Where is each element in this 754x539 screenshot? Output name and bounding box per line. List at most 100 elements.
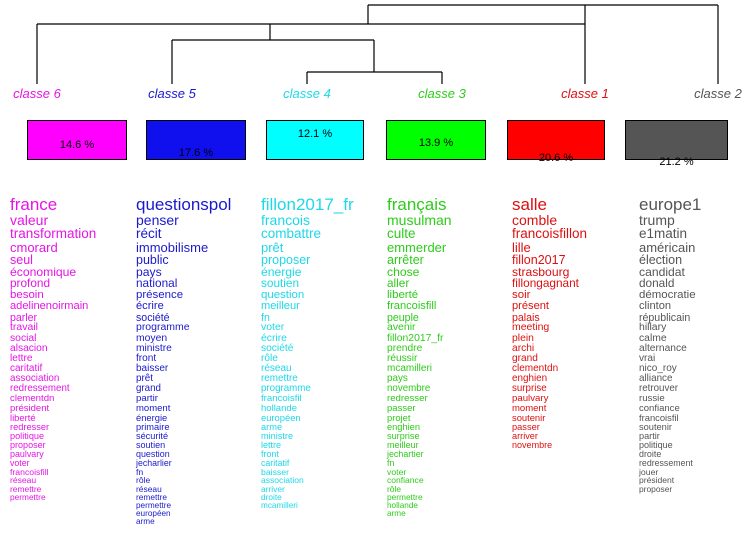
class-percent-text: 17.6 %	[178, 147, 214, 159]
class-word-list-5: salle comble francoisfillon lille fillon2017…	[512, 196, 587, 450]
class-percent-text: 21.2 %	[659, 156, 694, 168]
class-word: meeting	[512, 322, 550, 334]
class-word: redressement	[639, 457, 693, 468]
class-word: novembre	[387, 383, 431, 395]
class-word: besoin	[10, 288, 44, 301]
class-percent-box-5: 20.6 %	[507, 120, 605, 164]
class-word: société	[136, 311, 170, 324]
class-word: baisser	[136, 363, 169, 375]
class-word: jouer	[639, 466, 659, 477]
class-percent-box-4: 13.9 %	[386, 120, 486, 160]
class-word: permettre	[10, 492, 46, 503]
class-word: trump	[639, 212, 675, 228]
class-word: calme	[639, 332, 667, 344]
class-word: hillary	[639, 322, 667, 334]
class-word: combattre	[261, 226, 322, 241]
class-word: arriver	[512, 430, 538, 441]
class-word: chose	[387, 265, 420, 279]
class-word: programme	[261, 383, 311, 395]
class-word: lille	[512, 239, 531, 255]
class-word: prêt	[261, 239, 284, 255]
class-word: meilleur	[387, 439, 419, 450]
class-word: démocratie	[639, 288, 696, 301]
class-word: programme	[136, 322, 190, 334]
class-word: front	[261, 448, 279, 459]
class-word: réseau	[10, 475, 37, 486]
class-word: rôle	[136, 475, 151, 486]
class-word: récit	[136, 226, 162, 241]
class-word: redresser	[387, 392, 428, 404]
class-label-3: classe 4	[283, 86, 331, 101]
class-word: association	[10, 373, 60, 385]
class-word: meilleur	[261, 300, 300, 313]
class-word: national	[136, 276, 178, 291]
class-word: alternance	[639, 342, 687, 354]
class-word: francoisfill	[10, 466, 49, 477]
class-word: prendre	[387, 342, 423, 354]
class-word: salle	[512, 195, 547, 214]
class-word: france	[10, 195, 58, 214]
class-word: voter	[261, 322, 285, 334]
class-word-list-4: français musulman culte emmerder arrêter chos…	[387, 196, 452, 518]
class-word: nico_roy	[639, 363, 677, 375]
class-word: ministre	[136, 342, 172, 354]
class-word: politique	[10, 430, 45, 441]
class-word: fn	[261, 311, 270, 324]
class-word: partir	[639, 430, 660, 441]
class-label-2: classe 5	[148, 86, 196, 101]
class-word: arme	[136, 517, 155, 527]
class-word: arrêter	[387, 252, 424, 267]
class-word: avenir	[387, 322, 416, 334]
class-word: comble	[512, 212, 558, 228]
class-word: soutenir	[512, 412, 546, 424]
class-word: novembre	[512, 439, 553, 450]
class-word: grand	[136, 383, 161, 395]
class-word: pays	[136, 265, 162, 279]
class-word: ministre	[261, 430, 294, 441]
class-word: plein	[512, 332, 534, 344]
class-word: retrouver	[639, 383, 679, 395]
class-word: passer	[387, 402, 416, 414]
class-word: donald	[639, 276, 675, 291]
class-word: immobilisme	[136, 239, 209, 255]
class-word: pays	[387, 373, 408, 385]
class-word: arme	[261, 421, 283, 432]
class-word: fillon2017_fr	[261, 195, 354, 214]
class-percent-box-2: 17.6 %	[146, 120, 246, 160]
class-word: question	[136, 448, 170, 459]
class-word: confiance	[639, 402, 680, 414]
class-word: rôle	[261, 353, 278, 365]
class-percent-text: 14.6 %	[59, 139, 95, 151]
class-word: soutien	[261, 276, 300, 291]
class-word: fillon2017	[512, 252, 566, 267]
class-word: francoisfill	[387, 300, 437, 313]
class-word: questionspol	[136, 195, 232, 214]
class-word: front	[136, 353, 157, 365]
class-word: réseau	[136, 483, 162, 494]
class-word: remettre	[261, 373, 298, 385]
class-word: peuple	[387, 311, 419, 324]
class-word: énergie	[136, 412, 168, 424]
class-word: arriver	[261, 483, 285, 494]
class-percent-box-6: 21.2 %	[625, 120, 728, 168]
class-word: candidat	[639, 265, 685, 279]
class-word: prêt	[136, 373, 154, 385]
class-word: musulman	[387, 212, 452, 228]
class-word: président	[10, 402, 50, 414]
class-word: paulvary	[10, 448, 44, 459]
class-word: confiance	[387, 475, 424, 486]
class-word: alsacion	[10, 342, 48, 354]
class-word: clinton	[639, 300, 672, 313]
class-word-list-3: fillon2017_fr francois combattre prêt propos…	[261, 196, 354, 510]
class-word: caritatif	[10, 363, 43, 375]
class-word: clementdn	[512, 363, 559, 375]
class-word: paulvary	[512, 392, 549, 404]
class-word: remettre	[136, 492, 167, 503]
class-word: européen	[136, 508, 171, 518]
class-word: baisser	[261, 466, 289, 477]
class-percent-text: 20.6 %	[538, 152, 574, 164]
class-word: profond	[10, 276, 51, 291]
class-word: européen	[261, 412, 301, 424]
class-word: fn	[387, 457, 395, 468]
class-word: proposer	[261, 252, 311, 267]
